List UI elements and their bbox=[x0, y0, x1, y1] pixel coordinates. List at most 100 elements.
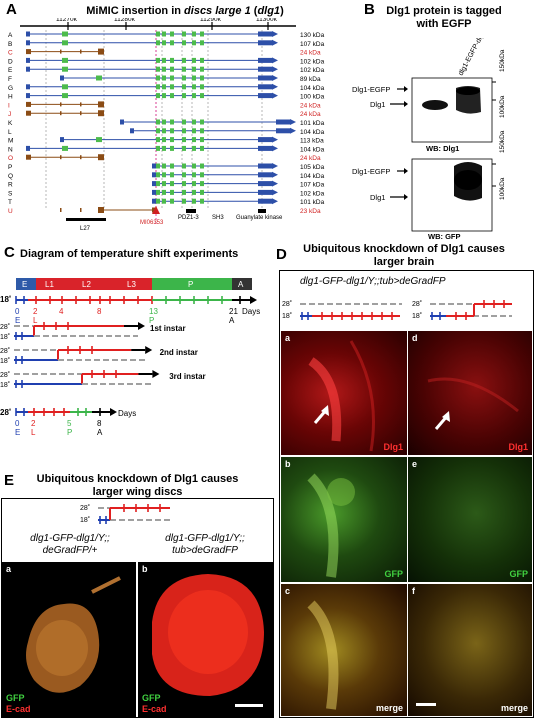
image-brain-control-dlg1: a Dlg1 bbox=[281, 331, 407, 455]
exon bbox=[258, 189, 272, 195]
exon bbox=[192, 66, 196, 72]
pdz-bar bbox=[186, 209, 196, 213]
exon bbox=[60, 155, 62, 160]
exon bbox=[182, 145, 186, 151]
exon-arrow bbox=[272, 189, 278, 196]
day-label-E: E bbox=[15, 316, 20, 325]
row-label-E: E bbox=[8, 67, 13, 74]
image-brain-control-gfp: b GFP bbox=[281, 457, 407, 582]
exon-arrow bbox=[272, 57, 278, 64]
exon bbox=[182, 40, 186, 46]
exon bbox=[170, 84, 174, 90]
exon bbox=[200, 172, 204, 178]
exon bbox=[98, 48, 104, 55]
row-label-P: P bbox=[8, 164, 12, 171]
row-label-I: I bbox=[8, 102, 10, 109]
l27-label: L27 bbox=[80, 226, 91, 232]
exon bbox=[162, 84, 166, 90]
gfp-label-e-a: GFP bbox=[6, 693, 25, 703]
exon bbox=[162, 75, 166, 81]
exon bbox=[156, 119, 160, 125]
band-label-dlg1-egfp-2: Dlg1-EGFP bbox=[352, 167, 390, 176]
exon bbox=[80, 208, 82, 212]
row-label-O: O bbox=[8, 155, 13, 162]
exon bbox=[96, 75, 102, 81]
scale-bar-e bbox=[235, 704, 263, 707]
panel-e-shift: 28˚ 18˚ bbox=[80, 504, 170, 524]
exon bbox=[258, 57, 272, 63]
exon bbox=[152, 189, 156, 195]
row-label-D: D bbox=[8, 58, 13, 65]
panel-b-title: Dlg1 protein is tagged with EGFP bbox=[386, 5, 502, 30]
wb-label-dlg1: WB: Dlg1 bbox=[426, 144, 459, 153]
panel-d-shift-right: 28˚ 18˚ bbox=[412, 300, 512, 320]
size-label-M: 113 kDa bbox=[300, 138, 324, 145]
exon bbox=[162, 198, 166, 204]
band-dlg1-yw bbox=[422, 100, 448, 110]
panel-e-frame bbox=[1, 498, 274, 718]
day-label-bottom-L: L bbox=[31, 428, 36, 437]
guk-bar bbox=[258, 209, 266, 213]
row-label-F: F bbox=[8, 76, 12, 83]
row-label-H: H bbox=[8, 94, 13, 101]
exon bbox=[182, 128, 186, 134]
panel-d-shift-left: 28˚ 18˚ bbox=[282, 300, 402, 320]
image-brain-knockdown-merge: f merge bbox=[408, 584, 532, 716]
stage-label-L2: L2 bbox=[82, 280, 91, 289]
arrow-head bbox=[145, 346, 153, 354]
exon bbox=[182, 198, 186, 204]
stage-label-L3: L3 bbox=[127, 280, 136, 289]
scale-bar-d bbox=[416, 703, 436, 706]
genotype-a: dlg1-GFP-dlg1/Y;; deGradFP/+ bbox=[30, 533, 110, 556]
exon bbox=[162, 119, 166, 125]
panel-d-frame bbox=[279, 270, 534, 718]
exon bbox=[26, 31, 30, 37]
exon bbox=[276, 128, 290, 134]
exon bbox=[26, 101, 31, 107]
exon bbox=[162, 172, 166, 178]
sh3-label: SH3 bbox=[212, 215, 224, 221]
size-label-K: 101 kDa bbox=[300, 120, 325, 127]
row-label-K: K bbox=[8, 120, 13, 127]
exon bbox=[156, 66, 160, 72]
day-top-2: 2 bbox=[33, 307, 38, 316]
mw-150-1: 150kDa bbox=[499, 49, 506, 72]
panel-c-title: Diagram of temperature shift experiments bbox=[20, 248, 239, 260]
exon bbox=[156, 128, 160, 134]
sublabel-e-a: a bbox=[6, 564, 12, 574]
exon bbox=[192, 198, 196, 204]
panel-e-title: Ubiquitous knockdown of Dlg1 causes larg… bbox=[36, 473, 239, 498]
exon bbox=[98, 101, 104, 108]
row-label-M: M bbox=[8, 138, 13, 145]
day-top-13: 13 bbox=[149, 307, 158, 316]
size-label-D: 102 kDa bbox=[300, 58, 325, 65]
axis-tick-label: 11290k bbox=[200, 18, 222, 23]
band-label-dlg1-egfp-1: Dlg1-EGFP bbox=[352, 85, 390, 94]
merge-label-f: merge bbox=[500, 703, 528, 713]
exon bbox=[162, 31, 166, 37]
day-label-A: A bbox=[229, 316, 235, 325]
exon bbox=[162, 181, 166, 187]
exon bbox=[156, 84, 160, 90]
temp-high-bottom: 28˚ bbox=[0, 408, 12, 417]
dlg1-label-d: Dlg1 bbox=[508, 442, 528, 452]
exon bbox=[258, 172, 272, 178]
day-bottom-2: 2 bbox=[31, 419, 36, 428]
exon bbox=[170, 75, 174, 81]
exon bbox=[192, 137, 196, 143]
panel-e-letter: E bbox=[4, 472, 15, 489]
exon-arrow bbox=[290, 127, 296, 134]
exon bbox=[200, 128, 204, 134]
exon bbox=[26, 57, 30, 63]
instar-label-1: 1st instar bbox=[150, 324, 186, 333]
exon bbox=[170, 31, 174, 37]
stage-label-L1: L1 bbox=[45, 280, 54, 289]
exon bbox=[170, 189, 174, 195]
exon bbox=[80, 49, 82, 54]
exon bbox=[258, 163, 272, 169]
temp-high-1: 28˚ bbox=[0, 347, 10, 355]
size-label-F: 89 kDa bbox=[300, 76, 321, 83]
exon bbox=[258, 40, 272, 46]
exon bbox=[156, 198, 160, 204]
exon bbox=[62, 31, 68, 37]
